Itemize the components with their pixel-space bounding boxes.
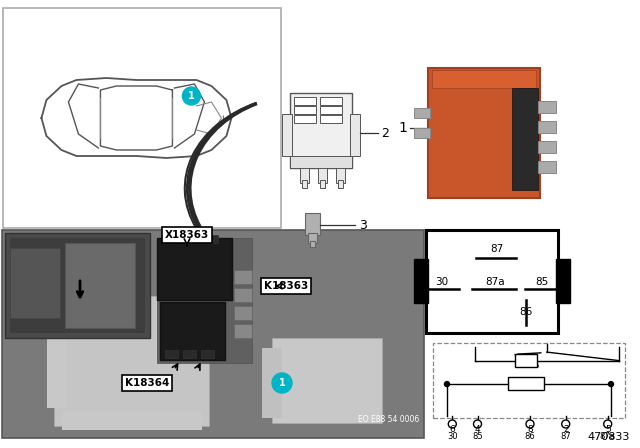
- Bar: [2, 230, 424, 438]
- Bar: [414, 128, 430, 138]
- Text: 87: 87: [561, 431, 571, 440]
- Text: 87: 87: [491, 244, 504, 254]
- Text: K18364: K18364: [125, 378, 169, 388]
- Text: 30: 30: [435, 276, 449, 287]
- Text: 1: 1: [188, 91, 195, 101]
- Bar: [202, 235, 218, 243]
- Bar: [538, 161, 556, 173]
- Bar: [318, 165, 327, 183]
- Bar: [515, 354, 537, 367]
- Bar: [426, 230, 558, 333]
- Bar: [262, 348, 282, 418]
- Bar: [556, 259, 570, 303]
- Circle shape: [604, 420, 612, 428]
- Bar: [320, 180, 325, 188]
- Text: 86: 86: [525, 431, 536, 440]
- Bar: [65, 243, 135, 328]
- Bar: [294, 97, 316, 105]
- Bar: [512, 88, 538, 190]
- Bar: [160, 302, 225, 360]
- Bar: [165, 350, 178, 358]
- Bar: [428, 68, 540, 198]
- Bar: [182, 235, 198, 243]
- Bar: [234, 306, 252, 320]
- Bar: [272, 338, 382, 423]
- Bar: [414, 108, 430, 118]
- Bar: [308, 233, 317, 243]
- Bar: [432, 70, 536, 88]
- Text: 86: 86: [520, 307, 533, 317]
- Text: X18363: X18363: [165, 230, 209, 240]
- Bar: [157, 238, 252, 363]
- Text: 85: 85: [536, 276, 548, 287]
- Bar: [282, 114, 292, 156]
- Text: 30: 30: [447, 431, 458, 440]
- Bar: [320, 115, 342, 123]
- Text: 2: 2: [381, 126, 389, 139]
- Circle shape: [445, 382, 449, 387]
- Circle shape: [448, 420, 456, 428]
- Bar: [300, 165, 309, 183]
- Bar: [425, 335, 635, 440]
- Bar: [338, 180, 343, 188]
- Bar: [10, 238, 145, 333]
- Bar: [320, 97, 342, 105]
- Circle shape: [526, 420, 534, 428]
- Bar: [294, 106, 316, 114]
- Text: 8: 8: [527, 425, 533, 434]
- Text: 2: 2: [563, 425, 568, 434]
- Text: 3: 3: [359, 219, 367, 232]
- Bar: [201, 350, 214, 358]
- Bar: [294, 115, 316, 123]
- Bar: [433, 343, 625, 418]
- Text: 1: 1: [399, 121, 408, 135]
- Bar: [54, 296, 209, 426]
- Circle shape: [182, 87, 200, 105]
- Bar: [234, 270, 252, 284]
- Bar: [10, 248, 60, 318]
- Circle shape: [609, 382, 614, 387]
- Bar: [234, 288, 252, 302]
- Text: K18363: K18363: [264, 281, 308, 291]
- Bar: [310, 241, 315, 247]
- Bar: [508, 377, 544, 390]
- Bar: [290, 93, 352, 168]
- Text: 5: 5: [605, 425, 611, 434]
- Circle shape: [272, 373, 292, 393]
- Text: 470833: 470833: [588, 432, 630, 442]
- Bar: [320, 106, 342, 114]
- Bar: [336, 165, 345, 183]
- Text: 85: 85: [472, 431, 483, 440]
- Bar: [305, 213, 320, 235]
- Bar: [157, 238, 232, 300]
- Bar: [234, 324, 252, 338]
- Bar: [302, 180, 307, 188]
- Bar: [414, 259, 428, 303]
- Bar: [3, 8, 281, 228]
- Text: 6: 6: [449, 425, 455, 434]
- Bar: [538, 141, 556, 153]
- Circle shape: [562, 420, 570, 428]
- Text: 1: 1: [278, 378, 285, 388]
- Bar: [47, 313, 67, 408]
- Bar: [183, 350, 196, 358]
- Text: EO E88 54 0006: EO E88 54 0006: [358, 415, 419, 424]
- Bar: [290, 156, 352, 168]
- Bar: [538, 101, 556, 113]
- Bar: [62, 410, 202, 430]
- Text: 4: 4: [475, 425, 480, 434]
- Bar: [5, 233, 150, 338]
- Text: 87a: 87a: [485, 276, 504, 287]
- Bar: [162, 235, 178, 243]
- Text: 87a: 87a: [600, 431, 616, 440]
- Bar: [350, 114, 360, 156]
- Bar: [538, 121, 556, 133]
- Circle shape: [474, 420, 481, 428]
